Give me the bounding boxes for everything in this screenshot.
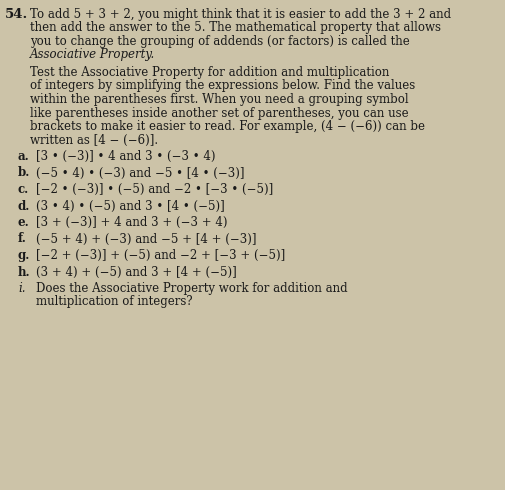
Text: [−2 • (−3)] • (−5) and −2 • [−3 • (−5)]: [−2 • (−3)] • (−5) and −2 • [−3 • (−5)]	[36, 183, 273, 196]
Text: 54.: 54.	[5, 8, 28, 21]
Text: i.: i.	[18, 282, 25, 295]
Text: (−5 • 4) • (−3) and −5 • [4 • (−3)]: (−5 • 4) • (−3) and −5 • [4 • (−3)]	[36, 167, 244, 179]
Text: written as [4 − (−6)].: written as [4 − (−6)].	[30, 133, 158, 147]
Text: g.: g.	[18, 249, 30, 262]
Text: To add 5 + 3 + 2, you might think that it is easier to add the 3 + 2 and: To add 5 + 3 + 2, you might think that i…	[30, 8, 451, 21]
Text: [3 • (−3)] • 4 and 3 • (−3 • 4): [3 • (−3)] • 4 and 3 • (−3 • 4)	[36, 150, 216, 163]
Text: multiplication of integers?: multiplication of integers?	[36, 295, 192, 309]
Text: Test the Associative Property for addition and multiplication: Test the Associative Property for additi…	[30, 66, 389, 79]
Text: d.: d.	[18, 199, 30, 213]
Text: e.: e.	[18, 216, 30, 229]
Text: within the parentheses first. When you need a grouping symbol: within the parentheses first. When you n…	[30, 93, 409, 106]
Text: f.: f.	[18, 232, 27, 245]
Text: (3 + 4) + (−5) and 3 + [4 + (−5)]: (3 + 4) + (−5) and 3 + [4 + (−5)]	[36, 266, 237, 278]
Text: c.: c.	[18, 183, 29, 196]
Text: [−2 + (−3)] + (−5) and −2 + [−3 + (−5)]: [−2 + (−3)] + (−5) and −2 + [−3 + (−5)]	[36, 249, 285, 262]
Text: (−5 + 4) + (−3) and −5 + [4 + (−3)]: (−5 + 4) + (−3) and −5 + [4 + (−3)]	[36, 232, 257, 245]
Text: of integers by simplifying the expressions below. Find the values: of integers by simplifying the expressio…	[30, 79, 415, 93]
Text: brackets to make it easier to read. For example, (4 − (−6)) can be: brackets to make it easier to read. For …	[30, 120, 425, 133]
Text: b.: b.	[18, 167, 30, 179]
Text: [3 + (−3)] + 4 and 3 + (−3 + 4): [3 + (−3)] + 4 and 3 + (−3 + 4)	[36, 216, 227, 229]
Text: (3 • 4) • (−5) and 3 • [4 • (−5)]: (3 • 4) • (−5) and 3 • [4 • (−5)]	[36, 199, 225, 213]
Text: Associative Property.: Associative Property.	[30, 49, 155, 62]
Text: then add the answer to the 5. The mathematical property that allows: then add the answer to the 5. The mathem…	[30, 22, 441, 34]
Text: h.: h.	[18, 266, 31, 278]
Text: a.: a.	[18, 150, 30, 163]
Text: Does the Associative Property work for addition and: Does the Associative Property work for a…	[36, 282, 347, 295]
Text: like parentheses inside another set of parentheses, you can use: like parentheses inside another set of p…	[30, 106, 409, 120]
Text: you to change the grouping of addends (or factors) is called the: you to change the grouping of addends (o…	[30, 35, 410, 48]
